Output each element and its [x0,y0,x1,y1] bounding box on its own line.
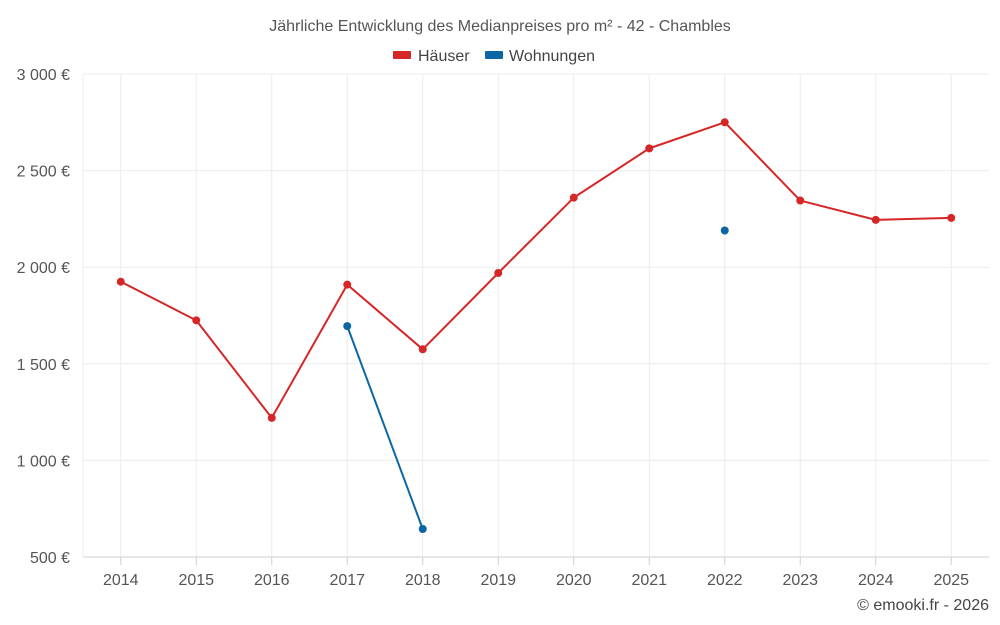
y-tick-label: 1 000 € [17,453,70,470]
data-point[interactable] [116,277,125,286]
x-tick-label: 2019 [480,572,516,589]
data-point[interactable] [418,524,427,533]
x-tick-label: 2015 [178,572,214,589]
x-tick-label: 2016 [254,572,290,589]
data-point[interactable] [494,268,503,277]
x-tick-label: 2014 [103,572,139,589]
axes: 500 € 1 000 € 1 500 € 2 000 € 2 500 € 3 000 €… [17,67,970,589]
credit-text: © emooki.fr - 2026 [857,597,989,614]
y-tick-label: 3 000 € [17,67,70,84]
series-line [120,121,952,419]
data-point[interactable] [569,193,578,202]
data-point[interactable] [192,316,201,325]
x-tick-label: 2021 [631,572,667,589]
y-tick-label: 2 000 € [17,260,70,277]
x-tick-label: 2024 [858,572,894,589]
x-tick-label: 2025 [933,572,969,589]
y-tick-label: 1 500 € [17,357,70,374]
data-point[interactable] [796,196,805,205]
data-point[interactable] [418,345,427,354]
legend-label-haeuser: Häuser [418,48,470,65]
x-tick-label: 2020 [556,572,592,589]
x-tick-label: 2023 [782,572,818,589]
series [116,118,956,533]
x-tick-label: 2017 [329,572,365,589]
chart-title: Jährliche Entwicklung des Medianpreises … [269,18,731,35]
data-point[interactable] [720,118,729,127]
legend-item-haeuser[interactable]: Häuser [393,48,470,65]
data-point[interactable] [947,213,956,222]
legend-label-wohnungen: Wohnungen [509,48,595,65]
y-tick-label: 2 500 € [17,164,70,181]
series-1 [343,226,729,533]
legend-item-wohnungen[interactable]: Wohnungen [485,48,595,65]
legend: Häuser Wohnungen [393,48,595,65]
gridlines [82,73,989,558]
data-point[interactable] [343,322,352,331]
data-point[interactable] [871,215,880,224]
data-point[interactable] [267,413,276,422]
x-tick-label: 2022 [707,572,743,589]
data-point[interactable] [645,144,654,153]
data-point[interactable] [720,226,729,235]
data-point[interactable] [343,280,352,289]
series-0 [116,118,956,422]
x-tick-label: 2018 [405,572,441,589]
y-tick-label: 500 € [30,550,70,567]
legend-swatch-haeuser [393,51,411,59]
legend-swatch-wohnungen [485,51,503,59]
series-line [346,325,424,530]
